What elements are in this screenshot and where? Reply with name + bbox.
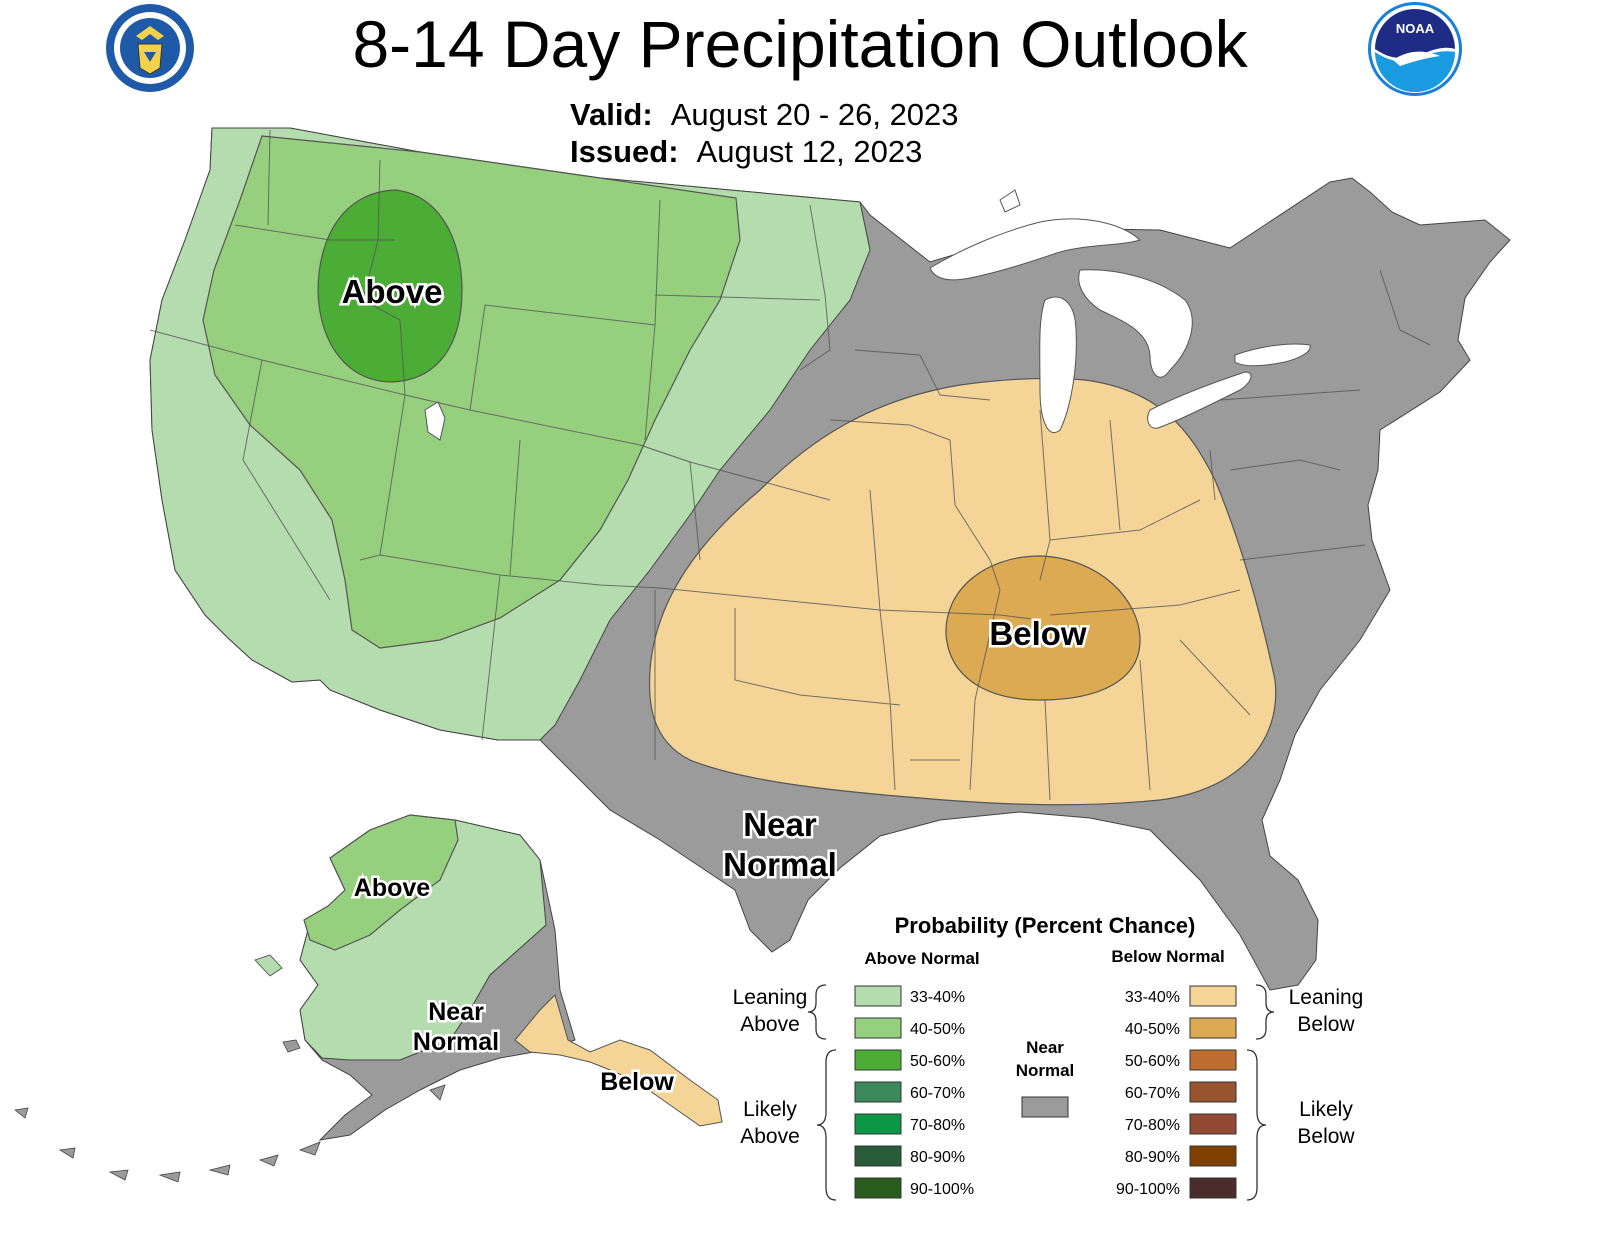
conus-near-label-2: Normal [723,846,837,883]
legend-above-bin-label-1: 40-50% [910,1021,965,1038]
legend-below-bin-swatch-4 [1189,1113,1237,1135]
conus-below-label: Below [989,615,1087,652]
conus-below-40-area [945,555,1141,701]
legend-above-bin-swatch-4 [854,1113,902,1135]
alaska-above-40-area [303,814,459,951]
conus-above-50-area [317,189,463,383]
legend-likely-above-1: Likely [743,1098,797,1121]
legend-below-bin-swatch-0 [1189,985,1237,1007]
conus-map [149,127,1511,991]
lake-huron [1078,269,1193,378]
legend-below-bin-label-1: 40-50% [1125,1021,1180,1038]
legend-likely-below-1: Likely [1299,1098,1353,1121]
legend-above-bin-label-0: 33-40% [910,989,965,1006]
legend-below-bin-label-5: 80-90% [1125,1149,1180,1166]
legend-near-swatch [1021,1096,1069,1118]
noaa-logo-text: NOAA [1396,21,1435,36]
legend-above-bin-swatch-5 [854,1145,902,1167]
legend-above-bin-swatch-0 [854,985,902,1007]
great-salt-lake [424,401,446,441]
legend: Probability (Percent Chance) Above Norma… [733,913,1364,1201]
alaska-below-label: Below [600,1068,674,1096]
legend-below-bin-label-0: 33-40% [1125,989,1180,1006]
legend-above-header: Above Normal [864,949,979,968]
legend-below-bins: 33-40% 40-50% 50-60% 60-70% 70-80% 80-90% 90-1… [1116,985,1237,1199]
upper-peninsula-bay [999,189,1021,213]
alaska-map [14,814,723,1183]
legend-above-bin-swatch-1 [854,1017,902,1039]
legend-above-bins: 33-40% 40-50% 50-60% 60-70% 70-80% 80-90% 90-1… [854,985,974,1199]
legend-below-header: Below Normal [1111,947,1224,966]
lake-superior [929,218,1141,281]
alaska-near-label-1: Near [428,998,484,1026]
legend-near-header-1: Near [1026,1038,1064,1057]
valid-row: Valid: August 20 - 26, 2023 [570,97,959,133]
legend-below-bin-label-4: 70-80% [1125,1117,1180,1134]
conus-above-label: Above [342,273,443,310]
lake-ontario [1234,343,1311,367]
issued-value: August 12, 2023 [696,134,923,169]
alaska-near-label-2: Normal [413,1028,499,1056]
legend-title: Probability (Percent Chance) [895,913,1196,938]
lake-erie [1147,371,1252,429]
legend-above-bin-label-5: 80-90% [910,1149,965,1166]
legend-below-bin-swatch-6 [1189,1177,1237,1199]
legend-leaning-below-2: Below [1297,1013,1355,1036]
issued-label: Issued: [570,134,679,169]
legend-above-bin-swatch-3 [854,1081,902,1103]
legend-above-bin-label-6: 90-100% [910,1181,974,1198]
legend-below-bin-swatch-1 [1189,1017,1237,1039]
commerce-seal [106,4,194,92]
alaska-islands [14,954,446,1183]
legend-leaning-above-1: Leaning [733,986,808,1009]
page-title: 8-14 Day Precipitation Outlook [352,7,1248,81]
legend-below-bin-label-2: 50-60% [1125,1053,1180,1070]
noaa-sky [1375,9,1455,58]
legend-braces [807,984,1275,1201]
alaska-below-area [514,994,723,1127]
noaa-logo: NOAA [1368,2,1462,96]
legend-above-bin-label-3: 60-70% [910,1085,965,1102]
issued-row: Issued: August 12, 2023 [570,134,922,170]
conus-near-label-1: Near [743,806,817,843]
great-lakes [929,189,1311,433]
valid-value: August 20 - 26, 2023 [670,97,959,132]
legend-above-bin-swatch-2 [854,1049,902,1071]
legend-below-bin-swatch-3 [1189,1081,1237,1103]
legend-above-bin-swatch-6 [854,1177,902,1199]
eagle-icon [136,26,164,40]
bird-icon [1393,51,1440,66]
ship-icon [144,52,156,62]
legend-below-bin-label-3: 60-70% [1125,1085,1180,1102]
valid-label: Valid: [570,97,653,132]
legend-likely-below-2: Below [1297,1125,1355,1148]
legend-below-bin-swatch-5 [1189,1145,1237,1167]
legend-near-header-2: Normal [1016,1061,1075,1080]
legend-above-bin-label-4: 70-80% [910,1117,965,1134]
legend-leaning-below-1: Leaning [1289,986,1364,1009]
legend-leaning-above-2: Above [740,1013,800,1036]
legend-below-bin-label-6: 90-100% [1116,1181,1180,1198]
lake-michigan [1039,296,1077,433]
alaska-above-label: Above [354,874,431,902]
legend-above-bin-label-2: 50-60% [910,1053,965,1070]
legend-likely-above-2: Above [740,1125,800,1148]
legend-below-bin-swatch-2 [1189,1049,1237,1071]
